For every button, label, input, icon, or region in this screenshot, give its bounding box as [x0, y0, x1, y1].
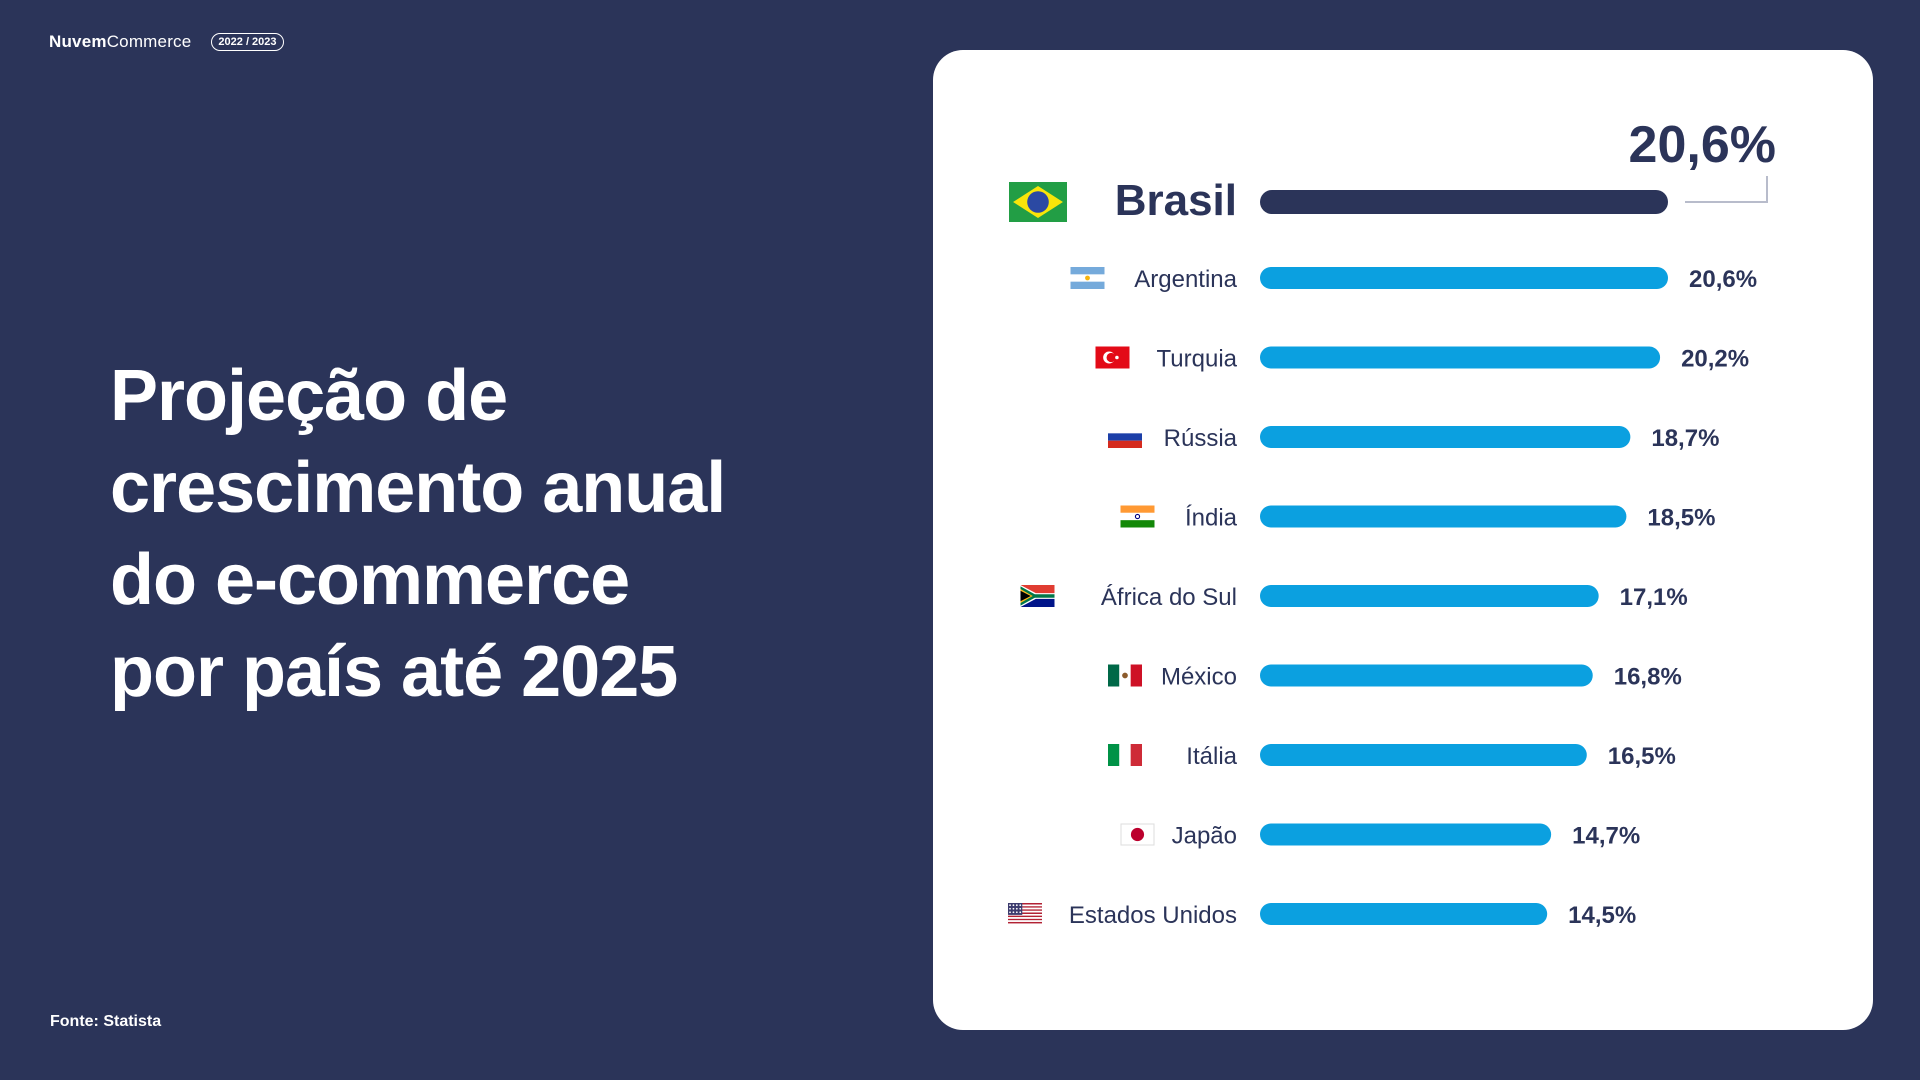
bar-india	[1260, 505, 1627, 528]
flag-japan-icon	[1120, 823, 1155, 846]
page-title: Projeção de crescimento anual do e-comme…	[110, 350, 830, 718]
bar-turquia	[1260, 346, 1661, 369]
country-label-japao: Japão	[1172, 823, 1237, 850]
brand-name-bold: Nuvem	[49, 32, 107, 51]
value-label-africa-do-sul: 17,1%	[1620, 584, 1688, 611]
country-label-argentina: Argentina	[1134, 266, 1237, 293]
value-label-russia: 18,7%	[1651, 425, 1719, 452]
country-label-italia: Itália	[1186, 743, 1237, 770]
bar-estados-unidos	[1260, 903, 1548, 925]
flag-mexico-icon	[1108, 664, 1142, 687]
brand-header: NuvemCommerce 2022 / 2023	[49, 32, 284, 52]
title-line-2: crescimento anual	[110, 448, 726, 528]
value-label-japao: 14,7%	[1572, 823, 1640, 850]
period-badge: 2022 / 2023	[211, 33, 284, 51]
flag-india-icon	[1120, 505, 1155, 528]
brand-name-regular: Commerce	[106, 32, 192, 51]
bar-africa-do-sul	[1260, 585, 1599, 607]
value-label-brasil: 20,6%	[1629, 116, 1776, 174]
value-label-mexico: 16,8%	[1614, 664, 1682, 691]
source-note: Fonte: Statista	[50, 1013, 162, 1030]
value-label-turquia: 20,2%	[1681, 346, 1749, 373]
bar-italia	[1260, 744, 1587, 766]
flag-brazil-icon	[1009, 182, 1067, 222]
flag-argentina-icon	[1070, 267, 1105, 289]
bar-japao	[1260, 823, 1552, 846]
bar-argentina	[1260, 267, 1668, 289]
flag-south-africa-icon	[1020, 585, 1055, 607]
country-label-india: Índia	[1185, 505, 1238, 532]
brand-logo: NuvemCommerce	[49, 32, 191, 52]
value-label-argentina: 20,6%	[1689, 266, 1757, 293]
value-label-india: 18,5%	[1647, 505, 1715, 532]
flag-russia-icon	[1108, 426, 1142, 448]
country-label-turquia: Turquia	[1157, 346, 1238, 373]
country-label-russia: Rússia	[1164, 425, 1238, 452]
flag-turkey-icon	[1095, 346, 1130, 369]
value-label-italia: 16,5%	[1608, 743, 1676, 770]
bar-russia	[1260, 426, 1631, 448]
bar-chart: Brasil 20,6% Argentina 20,6% Turquia 20,2% Rús…	[1008, 116, 1776, 929]
bar-mexico	[1260, 664, 1593, 687]
title-line-3: do e-commerce	[110, 540, 630, 620]
flag-usa-icon	[1008, 903, 1042, 924]
title-line-4: por país até 2025	[110, 632, 678, 712]
title-line-1: Projeção de	[110, 356, 508, 436]
highlight-bracket	[1685, 176, 1768, 203]
country-label-estados-unidos: Estados Unidos	[1069, 902, 1237, 929]
bar-brasil	[1260, 190, 1668, 214]
country-label-mexico: México	[1161, 664, 1237, 691]
flag-italy-icon	[1108, 744, 1142, 766]
chart-card: Brasil 20,6% Argentina 20,6% Turquia 20,2% Rús…	[933, 50, 1873, 1030]
value-label-estados-unidos: 14,5%	[1568, 902, 1636, 929]
country-label-brasil: Brasil	[1115, 176, 1237, 225]
country-label-africa-do-sul: África do Sul	[1101, 584, 1237, 611]
